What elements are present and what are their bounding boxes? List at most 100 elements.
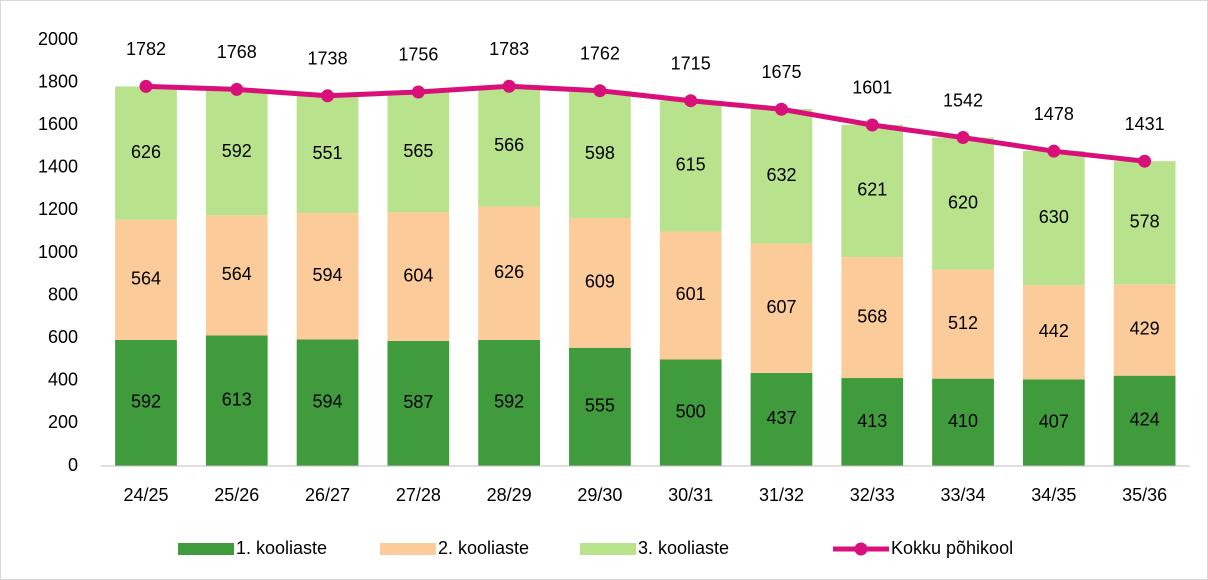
bar-segment <box>115 86 177 220</box>
y-tick-label: 600 <box>48 327 78 347</box>
data-label: 568 <box>857 306 887 326</box>
y-tick-label: 200 <box>48 412 78 432</box>
x-tick-label: 32/33 <box>850 485 895 505</box>
total-label: 1738 <box>308 49 348 69</box>
bar-segment <box>387 91 450 213</box>
legend-label: Kokku põhikool <box>891 538 1013 558</box>
data-label: 424 <box>1130 410 1160 430</box>
legend-label: 1. kooliaste <box>236 538 327 558</box>
total-label: 1768 <box>217 42 257 62</box>
data-label: 613 <box>222 389 252 409</box>
total-point <box>684 94 698 108</box>
data-label: 565 <box>403 141 433 161</box>
bar-segment <box>569 90 631 219</box>
data-label: 592 <box>494 392 524 412</box>
legend-marker <box>854 542 868 556</box>
data-label: 615 <box>676 155 706 175</box>
bar-segment <box>115 219 177 340</box>
bar-segment <box>932 378 994 466</box>
data-label: 604 <box>403 265 433 285</box>
total-label: 1601 <box>852 78 892 98</box>
total-label: 1675 <box>761 62 801 82</box>
total-label: 1756 <box>398 45 438 65</box>
x-tick-label: 24/25 <box>123 485 168 505</box>
bar-segment <box>1022 150 1085 286</box>
total-point <box>502 79 516 93</box>
bar-segment <box>478 206 540 340</box>
y-tick-label: 1000 <box>38 242 78 262</box>
data-label: 620 <box>948 192 978 212</box>
legend-swatch <box>580 543 636 555</box>
legend-swatch <box>178 543 234 555</box>
bar-segment <box>1113 375 1176 466</box>
bar-segment <box>659 100 722 232</box>
x-tick-label: 34/35 <box>1031 485 1076 505</box>
x-tick-label: 29/30 <box>577 485 622 505</box>
bar-segment <box>478 339 540 466</box>
bar-segment <box>659 359 722 466</box>
data-label: 592 <box>222 141 252 161</box>
y-tick-label: 1400 <box>38 157 78 177</box>
total-label: 1715 <box>671 53 711 73</box>
total-point <box>139 79 153 93</box>
bar-segment <box>478 86 540 207</box>
y-tick-label: 800 <box>48 284 78 304</box>
bar-segment <box>205 215 268 336</box>
x-tick-label: 33/34 <box>941 485 986 505</box>
bar-segment <box>841 257 904 379</box>
data-label: 578 <box>1130 212 1160 232</box>
data-label: 407 <box>1039 411 1069 431</box>
bar-segment <box>205 335 268 466</box>
bar-segment <box>205 89 268 216</box>
total-label: 1762 <box>580 43 620 63</box>
x-tick-label: 28/29 <box>487 485 532 505</box>
total-point <box>865 118 879 132</box>
bar-segment <box>569 218 631 348</box>
data-label: 587 <box>403 392 433 412</box>
total-point <box>956 131 970 145</box>
total-line <box>145 83 1145 164</box>
data-label: 630 <box>1039 207 1069 227</box>
x-tick-label: 31/32 <box>759 485 804 505</box>
total-point <box>593 84 607 98</box>
bar-segment <box>1113 284 1176 376</box>
bar-segment <box>569 347 631 466</box>
total-point <box>1138 154 1152 168</box>
data-label: 429 <box>1130 319 1160 339</box>
bar-segment <box>115 339 177 466</box>
y-tick-label: 2000 <box>38 29 78 49</box>
x-tick-label: 35/36 <box>1122 485 1167 505</box>
data-label: 626 <box>494 262 524 282</box>
bar-segment <box>659 231 722 360</box>
legend-label: 2. kooliaste <box>438 538 529 558</box>
data-label: 594 <box>313 391 343 411</box>
data-label: 500 <box>676 402 706 422</box>
bar-segment <box>296 95 359 213</box>
x-tick-label: 27/28 <box>396 485 441 505</box>
legend-label: 3. kooliaste <box>638 538 729 558</box>
bar-segment <box>750 372 813 466</box>
data-label: 594 <box>313 265 343 285</box>
data-label: 626 <box>131 142 161 162</box>
data-label: 566 <box>494 135 524 155</box>
legend-swatch <box>380 543 436 555</box>
data-label: 551 <box>313 143 343 163</box>
total-label: 1478 <box>1034 104 1074 124</box>
total-point <box>1047 144 1061 158</box>
data-label: 410 <box>948 411 978 431</box>
total-point <box>774 102 788 116</box>
total-label: 1431 <box>1125 114 1165 134</box>
data-label: 564 <box>131 269 161 289</box>
bar-segment <box>296 212 359 340</box>
total-label: 1542 <box>943 90 983 110</box>
data-label: 437 <box>766 408 796 428</box>
bar-segment <box>932 269 994 379</box>
data-label: 632 <box>766 165 796 185</box>
data-label: 442 <box>1039 321 1069 341</box>
y-tick-label: 1800 <box>38 71 78 91</box>
data-label: 592 <box>131 392 161 412</box>
y-tick-label: 1600 <box>38 114 78 134</box>
bar-segment <box>841 124 904 258</box>
y-tick-label: 1200 <box>38 199 78 219</box>
